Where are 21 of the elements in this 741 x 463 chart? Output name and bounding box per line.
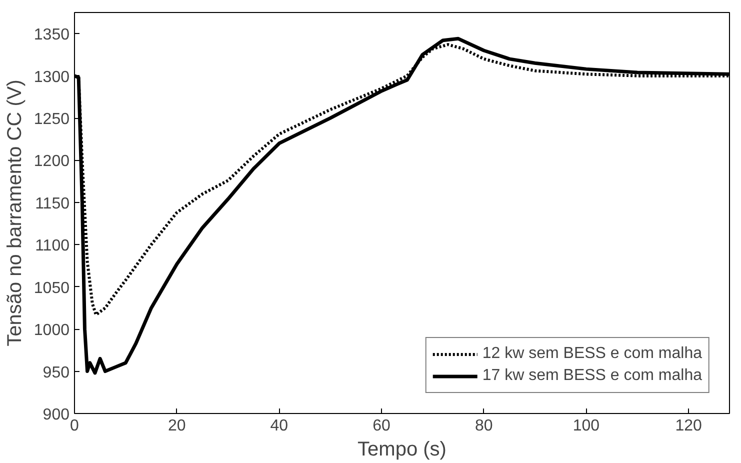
y-tick-label: 950 xyxy=(42,364,70,382)
y-tick-label: 1100 xyxy=(35,238,70,255)
y-axis-title: Tensão no barramento CC (V) xyxy=(4,80,26,346)
x-tick-label: 120 xyxy=(675,418,702,434)
legend-label: 12 kw sem BESS e com malha xyxy=(482,345,702,363)
y-tick-label: 1250 xyxy=(34,111,70,128)
x-tick-label: 60 xyxy=(372,418,391,434)
legend-label: 17 kw sem BESS e com malha xyxy=(482,367,702,385)
y-tick-label: 1050 xyxy=(34,280,70,297)
y-tick-label: 1000 xyxy=(34,322,70,340)
x-tick-label: 100 xyxy=(572,418,600,434)
x-tick-label: 0 xyxy=(70,418,80,434)
x-tick-label: 40 xyxy=(270,418,288,434)
y-tick-label: 1200 xyxy=(34,153,70,170)
x-tick-label: 80 xyxy=(474,418,493,434)
x-axis-title: Tempo (s) xyxy=(358,438,446,460)
y-tick-label: 1150 xyxy=(35,195,70,212)
y-tick-label: 900 xyxy=(42,406,70,424)
x-tick-label: 20 xyxy=(168,418,186,434)
y-tick-label: 1350 xyxy=(34,26,70,44)
y-tick-label: 1300 xyxy=(34,68,70,86)
